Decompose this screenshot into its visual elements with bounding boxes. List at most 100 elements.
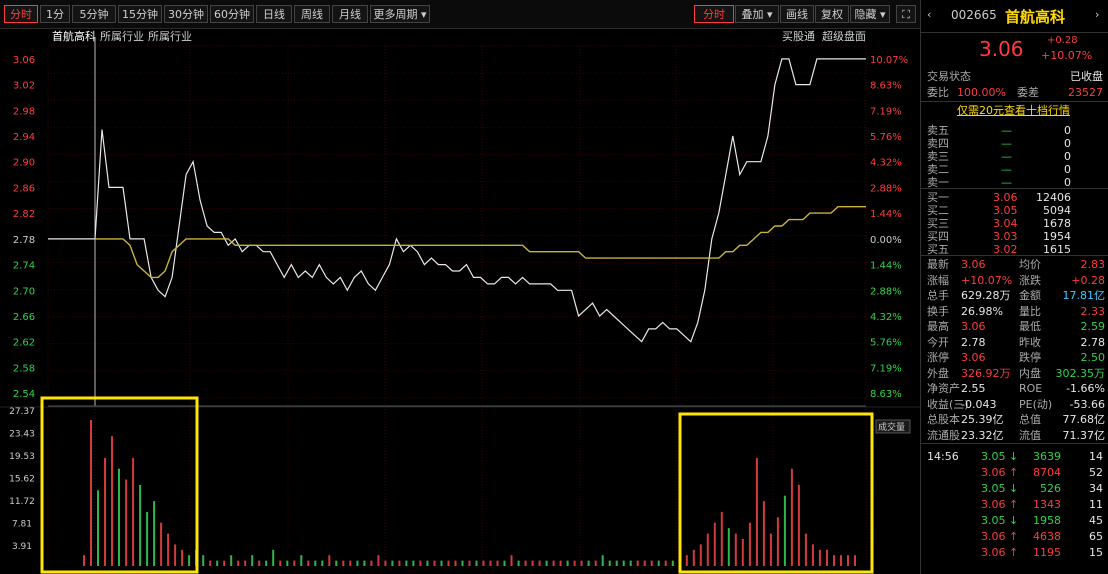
price-tick-label: 2.98 <box>13 106 35 117</box>
bid-row: 买四 3.03 1954 <box>921 229 1108 243</box>
volume-tick-label: 7.81 <box>12 520 32 530</box>
trade-volume: 1343 <box>1033 498 1061 511</box>
volume-bar <box>139 484 142 566</box>
trade-count: 14 <box>1089 450 1103 463</box>
volume-tag-box <box>875 419 911 434</box>
volume-bar <box>826 549 828 566</box>
period-tab-2[interactable]: 5分钟 <box>72 5 116 23</box>
trade-count: 45 <box>1089 514 1103 527</box>
trade-row: 3.06 ↑ 1343 11 <box>921 497 1108 513</box>
chevron-left-icon[interactable]: ‹ <box>927 8 932 21</box>
volume-bar <box>517 560 520 566</box>
volume-bar <box>531 560 534 566</box>
quote-value: -53.66 <box>1069 397 1105 411</box>
toolbar-button-0[interactable]: 分时 <box>694 5 734 23</box>
period-tab-3[interactable]: 15分钟 <box>118 5 162 23</box>
trade-count: 52 <box>1089 466 1103 479</box>
volume-bar <box>90 420 92 566</box>
price-tick-label: 2.78 <box>13 235 35 246</box>
quote-label: 最低 <box>1019 320 1041 333</box>
quote-label: 金额 <box>1019 289 1041 302</box>
percent-tick-label: 7.19% <box>870 106 902 117</box>
period-tab-6[interactable]: 日线 <box>256 5 292 23</box>
quote-value: 2.59 <box>1080 320 1106 333</box>
ask-price: — <box>1001 176 1012 189</box>
period-tab-8[interactable]: 月线 <box>332 5 368 23</box>
toolbar-button-2[interactable]: 画线 <box>780 5 814 23</box>
volume-bar <box>237 560 240 566</box>
volume-bar <box>601 555 604 566</box>
price-tick-label: 2.70 <box>13 286 35 297</box>
level2-banner-link[interactable]: 仅需20元查看十档行情 <box>921 103 1108 121</box>
quote-label: 收益(三) <box>927 397 969 411</box>
separator <box>921 101 1108 102</box>
volume-bar <box>258 560 261 566</box>
fullscreen-icon[interactable]: ⛶ <box>896 5 916 23</box>
toolbar-button-3[interactable]: 复权 <box>815 5 849 23</box>
bid-label: 买五 <box>927 243 949 256</box>
bid-row: 买二 3.05 5094 <box>921 203 1108 217</box>
volume-bar <box>496 560 499 566</box>
bid-volume: 1678 <box>1043 217 1071 230</box>
trade-price: 3.06 ↑ <box>981 546 1019 559</box>
volume-bar <box>629 560 632 566</box>
period-tab-7[interactable]: 周线 <box>294 5 330 23</box>
quote-row: 外盘 326.92万 内盘 302.35万 <box>921 366 1108 382</box>
ask-volume: 0 <box>1064 124 1071 137</box>
period-tab-9[interactable]: 更多周期 ▾ <box>370 5 430 23</box>
volume-bar <box>244 560 247 566</box>
trade-volume: 3639 <box>1033 450 1061 463</box>
ask-price: — <box>1001 150 1012 163</box>
chart-right-label: 超级盘面 <box>822 29 866 43</box>
volume-bar <box>811 544 814 566</box>
trade-row: 3.06 ↑ 4638 65 <box>921 529 1108 545</box>
volume-bar <box>608 560 611 566</box>
volume-bar <box>755 457 758 566</box>
quote-value: 302.35万 <box>1055 366 1106 380</box>
period-tab-0[interactable]: 分时 <box>4 5 38 23</box>
weibi-row: 委比 100.00% 委差 23527 <box>921 85 1108 101</box>
legend-item: 所属行业 <box>100 30 144 43</box>
volume-bar <box>419 560 422 566</box>
quote-row: 收益(三) -0.043 PE(动) -53.66 <box>921 397 1108 413</box>
volume-bar <box>692 549 695 566</box>
price-tick-label: 2.94 <box>13 132 35 143</box>
volume-bar <box>594 560 597 566</box>
period-tab-4[interactable]: 30分钟 <box>164 5 208 23</box>
bid-volume: 1954 <box>1043 230 1071 243</box>
toolbar-button-4[interactable]: 隐藏 ▾ <box>850 5 890 23</box>
quote-row: 总手 629.28万 金额 17.81亿 <box>921 288 1108 304</box>
ask-price: — <box>1001 163 1012 176</box>
highlight-box-left <box>40 396 199 574</box>
bid-price: 3.05 <box>993 204 1018 217</box>
quote-value: 326.92万 <box>961 366 1011 380</box>
toolbar-button-1[interactable]: 叠加 ▾ <box>735 5 779 23</box>
ask-row: 卖五 — 0 <box>921 123 1108 137</box>
quote-label: 均价 <box>1019 258 1041 271</box>
volume-bar <box>335 560 338 566</box>
banner-text[interactable]: 仅需20元查看十档行情 <box>957 104 1070 117</box>
volume-bar <box>174 544 177 566</box>
percent-tick-label: 2.88% <box>870 183 902 194</box>
percent-tick-label: 4.32% <box>870 312 902 323</box>
price-tick-label: 3.02 <box>13 81 35 92</box>
quote-row: 最高 3.06 最低 2.59 <box>921 319 1108 335</box>
volume-bar <box>223 560 226 566</box>
quote-value: 3.06 <box>961 258 986 271</box>
trade-row: 3.06 ↑ 1195 15 <box>921 545 1108 561</box>
quote-label: 净资产 <box>927 382 960 395</box>
weicha-label: 委差 <box>1017 86 1039 99</box>
period-tab-5[interactable]: 60分钟 <box>210 5 254 23</box>
volume-bar <box>552 560 555 566</box>
quote-row: 换手 26.98% 量比 2.33 <box>921 304 1108 320</box>
volume-bar <box>573 560 576 566</box>
quote-label: 涨停 <box>927 351 949 364</box>
volume-bar <box>622 560 625 566</box>
bid-volume: 5094 <box>1043 204 1071 217</box>
volume-bar <box>356 560 359 566</box>
period-tab-1[interactable]: 1分 <box>40 5 70 23</box>
volume-bar <box>762 501 765 566</box>
chevron-right-icon[interactable]: › <box>1095 8 1100 21</box>
volume-bar <box>426 560 429 566</box>
volume-bar <box>636 560 639 566</box>
